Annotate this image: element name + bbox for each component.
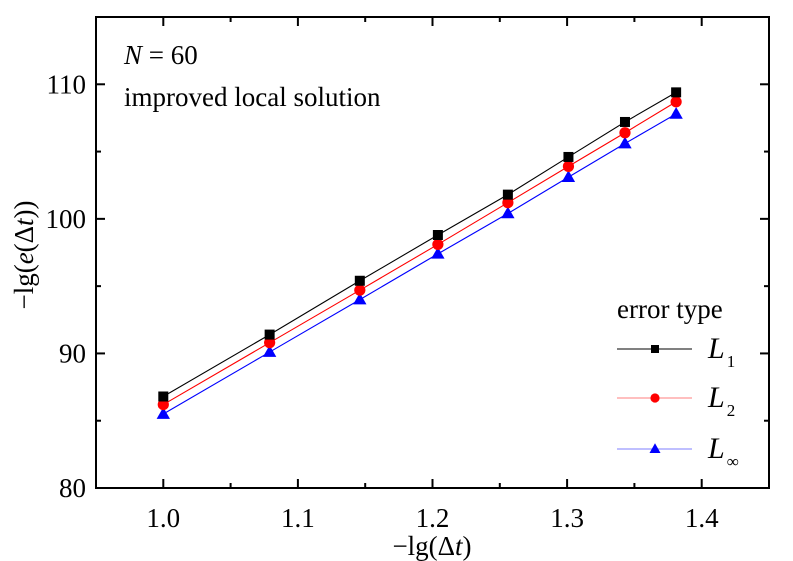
x-axis-label: −lg(Δt)	[392, 531, 471, 561]
legend-title: error type	[617, 294, 723, 324]
circle-marker-icon	[432, 238, 444, 251]
triangle-marker-icon	[262, 345, 277, 357]
triangle-marker-icon	[649, 443, 661, 453]
circle-marker-icon	[562, 160, 575, 172]
legend: error type L 1 L 2 L ∞	[617, 294, 739, 471]
annotation-method: improved local solution	[124, 82, 381, 112]
circle-marker-icon	[502, 197, 514, 209]
series-line-circle	[163, 101, 677, 406]
triangle-marker-icon	[353, 292, 367, 305]
triangle-marker-icon	[156, 407, 170, 419]
x-tick-label: 1.1	[281, 503, 315, 533]
x-tick-labels: 1.0 1.1 1.2 1.3 1.4	[146, 503, 719, 533]
circle-marker-icon	[670, 96, 682, 108]
x-tick-label: 1.4	[685, 503, 719, 533]
circle-marker-icon	[354, 284, 366, 296]
square-marker-icon	[354, 275, 365, 286]
square-marker-icon	[563, 151, 574, 162]
x-tick-label: 1.3	[550, 503, 584, 533]
square-marker-icon	[158, 391, 169, 402]
triangle-marker-icon	[618, 136, 632, 149]
triangle-marker-icon	[561, 170, 576, 182]
square-marker-icon	[671, 87, 682, 98]
triangle-marker-icon	[501, 206, 515, 219]
square-marker-icon	[264, 329, 275, 340]
x-tick-label: 1.0	[146, 503, 180, 533]
square-marker-icon	[502, 189, 513, 200]
triangle-marker-icon	[669, 106, 683, 119]
triangle-marker-icon	[431, 246, 445, 259]
y-tick-label: 100	[46, 204, 87, 234]
square-marker-icon	[619, 116, 630, 127]
plot-series-markers	[156, 87, 683, 419]
circle-marker-icon	[650, 393, 660, 403]
circle-marker-icon	[157, 398, 169, 411]
legend-entry-Linf: L ∞	[617, 432, 739, 471]
legend-label: L ∞	[707, 432, 739, 471]
plot-series-lines	[163, 91, 677, 415]
square-marker-icon	[432, 230, 443, 241]
annotation-n-value: N = 60	[123, 40, 198, 70]
axis-ticks	[96, 17, 769, 489]
y-axis-label: −lg(e(Δt))	[9, 200, 39, 309]
x-tick-label: 1.2	[416, 503, 450, 533]
circle-marker-icon	[264, 337, 276, 349]
y-tick-labels: 80 90 100 110	[46, 69, 87, 503]
y-tick-label: 110	[47, 69, 87, 99]
y-tick-label: 80	[59, 473, 86, 503]
series-line-triangle	[163, 113, 677, 415]
circle-marker-icon	[619, 127, 631, 139]
series-line-square	[163, 91, 677, 397]
y-tick-label: 90	[59, 338, 86, 368]
square-marker-icon	[651, 345, 659, 353]
